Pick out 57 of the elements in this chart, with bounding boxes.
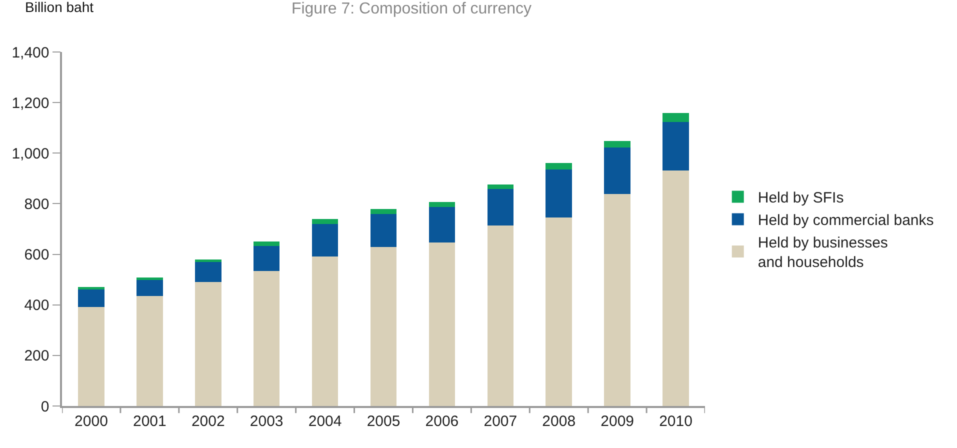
bar <box>662 113 689 122</box>
y-tick-label: 1,000 <box>12 145 50 162</box>
y-tick-label: 200 <box>24 348 50 365</box>
bar <box>487 184 514 190</box>
bar <box>428 242 456 406</box>
bar <box>428 202 456 207</box>
y-tick-label: 0 <box>40 398 50 416</box>
bar <box>604 148 630 194</box>
y-axis-title: Billion baht <box>25 0 94 15</box>
bar <box>78 306 104 406</box>
bar <box>546 169 572 218</box>
bar <box>370 214 397 248</box>
y-tick-label: 1,400 <box>12 44 50 62</box>
bar <box>253 246 280 272</box>
bar <box>370 209 397 214</box>
y-tick-label: 400 <box>24 297 50 314</box>
legend-label: Held by commercial banks <box>758 212 934 230</box>
bar <box>194 282 222 406</box>
y-tick-label: 1,200 <box>12 94 50 112</box>
bar <box>312 218 338 224</box>
legend-label: Held by SFIs <box>758 190 844 207</box>
bar <box>370 247 397 406</box>
y-tick-label: 800 <box>24 196 50 213</box>
x-tick-label: 2008 <box>542 412 576 430</box>
bar <box>136 277 163 280</box>
x-tick-label: 2009 <box>600 412 634 430</box>
x-tick-label: 2007 <box>484 412 518 430</box>
bar <box>312 256 338 406</box>
chart-title: Figure 7: Composition of currency <box>291 0 532 18</box>
x-tick-label: 2003 <box>250 412 284 430</box>
bar <box>253 242 280 246</box>
bar <box>194 260 222 262</box>
y-tick-label: 600 <box>24 246 50 264</box>
bar <box>604 141 630 148</box>
bar <box>662 170 689 406</box>
bar <box>312 224 338 256</box>
x-tick-label: 2005 <box>366 412 400 430</box>
bar <box>78 290 104 307</box>
x-tick-label: 2010 <box>659 412 692 430</box>
bar <box>194 262 222 282</box>
bar <box>136 296 163 406</box>
x-tick-label: 2000 <box>74 412 108 430</box>
legend-label: Held by businesses and households <box>758 234 888 272</box>
bar <box>546 218 572 406</box>
x-tick-label: 2006 <box>425 412 459 430</box>
bar <box>136 280 163 296</box>
bar <box>662 122 689 170</box>
bar <box>428 206 456 242</box>
bar <box>253 271 280 406</box>
x-tick-label: 2002 <box>191 412 225 430</box>
bar <box>487 189 514 226</box>
bar <box>546 162 572 170</box>
bar <box>487 225 514 406</box>
x-tick-label: 2001 <box>132 412 166 430</box>
bar <box>604 194 630 406</box>
x-tick-label: 2004 <box>308 412 342 430</box>
bar <box>78 287 104 290</box>
